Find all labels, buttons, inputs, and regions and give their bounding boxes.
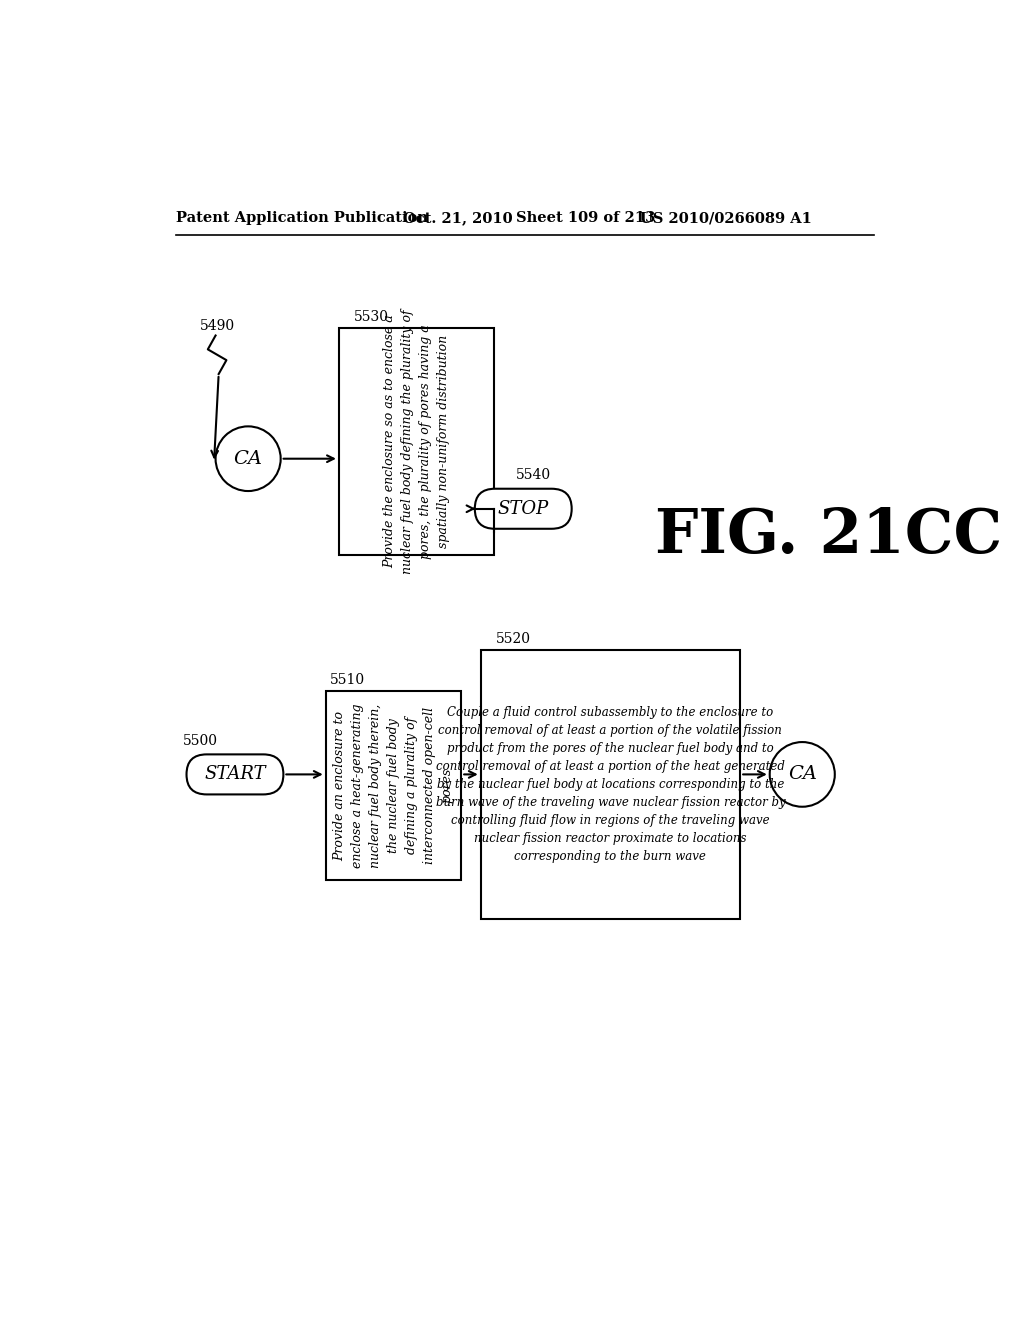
- Text: Oct. 21, 2010: Oct. 21, 2010: [403, 211, 513, 226]
- Text: Sheet 109 of 213: Sheet 109 of 213: [515, 211, 654, 226]
- Text: CA: CA: [787, 766, 817, 783]
- Text: 5520: 5520: [496, 632, 531, 645]
- Text: STOP: STOP: [498, 500, 549, 517]
- Text: US 2010/0266089 A1: US 2010/0266089 A1: [640, 211, 811, 226]
- Text: CA: CA: [233, 450, 262, 467]
- Circle shape: [770, 742, 835, 807]
- Circle shape: [216, 426, 281, 491]
- Bar: [326, 692, 461, 880]
- Text: 5510: 5510: [330, 673, 365, 688]
- Text: 5490: 5490: [200, 319, 236, 333]
- Text: FIG. 21CC: FIG. 21CC: [655, 506, 1002, 566]
- FancyBboxPatch shape: [186, 755, 284, 795]
- FancyBboxPatch shape: [475, 488, 571, 529]
- Text: Provide the enclosure so as to enclose a
nuclear fuel body defining the pluralit: Provide the enclosure so as to enclose a…: [383, 309, 450, 574]
- Text: START: START: [204, 766, 265, 783]
- Bar: [480, 649, 740, 919]
- Text: Couple a fluid control subassembly to the enclosure to
control removal of at lea: Couple a fluid control subassembly to th…: [435, 706, 785, 863]
- Text: 5530: 5530: [354, 310, 389, 323]
- Bar: [339, 327, 494, 554]
- Text: Provide an enclosure to
enclose a heat-generating
nuclear fuel body therein,
the: Provide an enclosure to enclose a heat-g…: [333, 704, 454, 867]
- Text: 5500: 5500: [182, 734, 218, 747]
- Text: 5540: 5540: [515, 467, 551, 482]
- Text: Patent Application Publication: Patent Application Publication: [176, 211, 428, 226]
